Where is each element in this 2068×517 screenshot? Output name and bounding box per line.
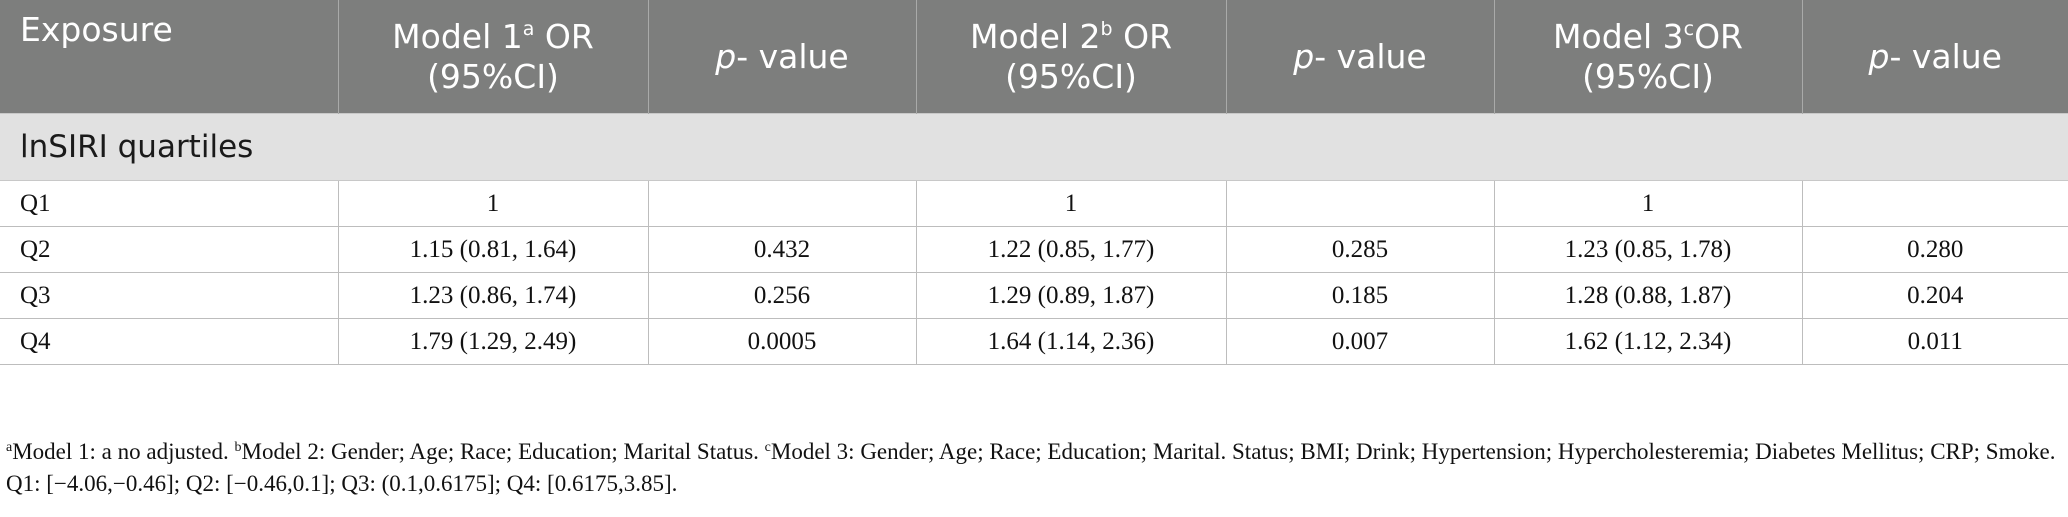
table-body: lnSIRI quartiles Q1 1 1 1 Q2 1.15 (0.81,… [0, 113, 2068, 365]
model1-or-cell: 1.79 (1.29, 2.49) [338, 318, 649, 365]
model1-pvalue-cell: 0.0005 [648, 318, 917, 365]
footnote-marker-b: b [234, 440, 242, 455]
footnote-model2: Model 2: Gender; Age; Race; Education; M… [241, 439, 765, 464]
footnote-marker-a: a [6, 440, 13, 455]
table-row: Q2 1.15 (0.81, 1.64) 0.432 1.22 (0.85, 1… [0, 226, 2068, 273]
table-footnote: aModel 1: a no adjusted. bModel 2: Gende… [6, 436, 2056, 500]
model1-or-cell: 1.23 (0.86, 1.74) [338, 272, 649, 319]
model3-or-cell: 1 [1494, 180, 1803, 227]
group-row: lnSIRI quartiles [0, 113, 2068, 181]
model1-or-cell: 1.15 (0.81, 1.64) [338, 226, 649, 273]
row-label: Q3 [0, 272, 339, 319]
model3-pvalue-cell: 0.011 [1802, 318, 2068, 365]
model3-or-cell: 1.28 (0.88, 1.87) [1494, 272, 1803, 319]
row-label: Q2 [0, 226, 339, 273]
header-model2-or: Model 2b OR (95%CI) [916, 0, 1227, 114]
row-label: Q1 [0, 180, 339, 227]
odds-ratio-table: Exposure Model 1a OR (95%CI) p- value Mod… [0, 0, 2068, 365]
footnote-model3: Model 3: Gender; Age; Race; Education; M… [6, 439, 2056, 496]
model1-pvalue-cell: 0.432 [648, 226, 917, 273]
footnote-marker-c: c [764, 440, 771, 455]
header-model2-pvalue: p- value [1226, 0, 1495, 114]
model3-or-cell: 1.23 (0.85, 1.78) [1494, 226, 1803, 273]
header-exposure: Exposure [0, 0, 339, 114]
model2-pvalue-cell: 0.285 [1226, 226, 1495, 273]
model3-or-cell: 1.62 (1.12, 2.34) [1494, 318, 1803, 365]
footnote-model1: Model 1: a no adjusted. [12, 439, 235, 464]
model1-pvalue-cell: 0.256 [648, 272, 917, 319]
group-label: lnSIRI quartiles [0, 113, 2068, 181]
table-row: Q4 1.79 (1.29, 2.49) 0.0005 1.64 (1.14, … [0, 318, 2068, 365]
model2-or-cell: 1.22 (0.85, 1.77) [916, 226, 1227, 273]
table-row: Q1 1 1 1 [0, 180, 2068, 227]
table-header: Exposure Model 1a OR (95%CI) p- value Mod… [0, 0, 2068, 114]
header-model3-pvalue: p- value [1802, 0, 2068, 114]
model1-or-cell: 1 [338, 180, 649, 227]
table-row: Q3 1.23 (0.86, 1.74) 0.256 1.29 (0.89, 1… [0, 272, 2068, 319]
row-label: Q4 [0, 318, 339, 365]
model2-or-cell: 1.29 (0.89, 1.87) [916, 272, 1227, 319]
model3-pvalue-cell [1802, 180, 2068, 227]
model3-pvalue-cell: 0.204 [1802, 272, 2068, 319]
header-model1-pvalue: p- value [648, 0, 917, 114]
model2-pvalue-cell: 0.007 [1226, 318, 1495, 365]
model3-pvalue-cell: 0.280 [1802, 226, 2068, 273]
model2-pvalue-cell [1226, 180, 1495, 227]
model2-or-cell: 1 [916, 180, 1227, 227]
model2-or-cell: 1.64 (1.14, 2.36) [916, 318, 1227, 365]
header-model3-or: Model 3cOR (95%CI) [1494, 0, 1803, 114]
model1-pvalue-cell [648, 180, 917, 227]
model2-pvalue-cell: 0.185 [1226, 272, 1495, 319]
header-row: Exposure Model 1a OR (95%CI) p- value Mod… [0, 0, 2068, 114]
header-model1-or: Model 1a OR (95%CI) [338, 0, 649, 114]
